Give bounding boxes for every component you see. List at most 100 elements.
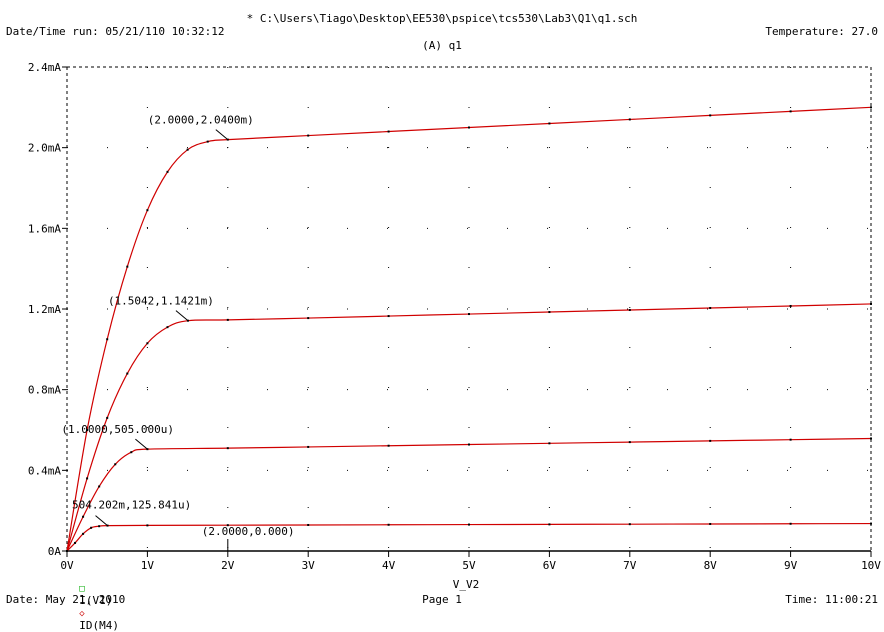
x-tick-label: 2V: [221, 559, 235, 572]
x-tick-label: 3V: [302, 559, 316, 572]
series-0-point: [468, 523, 470, 526]
series-3-point: [186, 148, 189, 151]
series-3-point: [628, 118, 631, 121]
series-2-point: [307, 317, 310, 320]
y-tick-label: 1.6mA: [28, 222, 61, 235]
series-1-point: [130, 451, 133, 454]
series-1-line: [66, 437, 872, 552]
series-0-point: [709, 522, 712, 525]
footer-date: Date: May 21, 2010: [6, 593, 126, 606]
y-tick-label: 1.2mA: [28, 303, 61, 316]
x-tick-label: 0V: [60, 559, 74, 572]
tick-layer: 0V 1V 2V 3V 4V 5V 6V 7V 8V 9V 10V 0A 0.4mA 0.8mA 1.2mA…: [28, 61, 881, 572]
series-2-point: [126, 372, 129, 375]
series-2-point: [789, 304, 792, 307]
series-1-point: [114, 463, 117, 466]
series-1-point: [98, 485, 101, 488]
x-tick-label: 5V: [462, 559, 476, 572]
grid-layer: [67, 67, 871, 551]
series-0-point: [146, 524, 149, 527]
series-1-point: [709, 439, 712, 442]
x-tick-label: 7V: [623, 559, 637, 572]
series-3-point: [66, 550, 68, 552]
series-2-point: [146, 342, 149, 345]
series-3-point: [206, 140, 209, 143]
series-0-point: [548, 523, 551, 526]
y-tick-label: 0A: [48, 545, 62, 558]
footer-time: Time: 11:00:21: [785, 593, 878, 606]
diamond-marker-icon: ◇: [79, 609, 85, 619]
series-1-point: [82, 515, 85, 518]
series-2-point: [468, 313, 470, 316]
annotation-leader: [215, 129, 229, 140]
series-2-point: [628, 309, 631, 312]
series-1-point: [468, 443, 470, 446]
series-0-point: [226, 524, 229, 527]
series-0-point: [74, 541, 77, 544]
series-1-point: [789, 438, 792, 441]
annotation-layer: (2.0000,2.0400m) (1.5042,1.1421m) (1.0000,…: [61, 114, 295, 551]
x-axis-label: V_V2: [453, 578, 480, 591]
x-tick-label: 4V: [382, 559, 396, 572]
y-tick-label: 0.4mA: [28, 464, 61, 477]
annotation-label: 504.202m,125.841u): [72, 499, 191, 512]
series-3-point: [146, 209, 149, 212]
series-3-point: [548, 122, 551, 125]
series-3-point: [709, 114, 712, 117]
series-2-point: [709, 306, 712, 309]
series-0-point: [870, 522, 872, 525]
series-2-point: [548, 311, 551, 314]
series-2-point: [86, 477, 89, 480]
plot-title: (A) q1: [422, 39, 462, 52]
series-1-point: [628, 441, 631, 444]
annotation-label: (2.0000,0.000): [202, 525, 295, 538]
series-2-point: [870, 302, 872, 305]
x-tick-label: 8V: [704, 559, 718, 572]
series-0-point: [387, 523, 390, 526]
y-tick-label: 2.0mA: [28, 142, 61, 155]
annotation-label: (1.5042,1.1421m): [108, 295, 214, 308]
series-0-point: [82, 532, 85, 535]
temperature-label: Temperature: 27.0: [765, 25, 878, 38]
series-3-point: [307, 134, 310, 137]
x-tick-label: 10V: [861, 559, 881, 572]
series-3-point: [870, 106, 872, 109]
series-0-point: [98, 525, 101, 528]
series-2-point: [226, 318, 229, 321]
series-3-point: [468, 126, 470, 129]
x-tick-label: 6V: [543, 559, 557, 572]
x-tick-label: 1V: [141, 559, 155, 572]
series-3-point: [106, 338, 109, 341]
annotation-leader: [135, 438, 148, 450]
series-0-point: [90, 526, 93, 529]
footer-page: Page 1: [422, 593, 462, 606]
legend-item-i-v1: I(V1): [79, 594, 113, 607]
series-1-point: [548, 442, 551, 445]
square-marker-icon: □: [79, 584, 85, 594]
annotation-label: (2.0000,2.0400m): [148, 114, 254, 127]
series-1-point: [870, 437, 872, 440]
series-3-point: [166, 170, 169, 173]
x-tick-label: 9V: [784, 559, 798, 572]
y-tick-label: 0.8mA: [28, 384, 61, 397]
series-1-point: [307, 445, 310, 448]
y-tick-label: 2.4mA: [28, 61, 61, 74]
series-3-line: [66, 106, 872, 552]
chart-svg: 0V 1V 2V 3V 4V 5V 6V 7V 8V 9V 10V 0A 0.4mA 0.8mA 1.2mA…: [28, 61, 881, 591]
file-path-title: * C:\Users\Tiago\Desktop\EE530\pspice\tc…: [246, 12, 638, 25]
series-2-line: [66, 303, 872, 552]
annotation-leader: [95, 515, 108, 526]
series-layer: [66, 106, 872, 552]
series-2-point: [387, 315, 390, 318]
date-time-run: Date/Time run: 05/21/110 10:32:12: [6, 25, 225, 38]
series-1-point: [226, 447, 229, 450]
series-0-point: [307, 523, 310, 526]
series-3-point: [126, 265, 129, 268]
series-2-point: [166, 326, 169, 329]
series-3-point: [86, 429, 89, 431]
series-1-point: [387, 444, 390, 447]
series-3-point: [789, 110, 792, 113]
legend-item-id-m4: ID(M4): [79, 619, 119, 632]
annotation-leader: [175, 310, 189, 322]
series-2-point: [106, 416, 109, 419]
